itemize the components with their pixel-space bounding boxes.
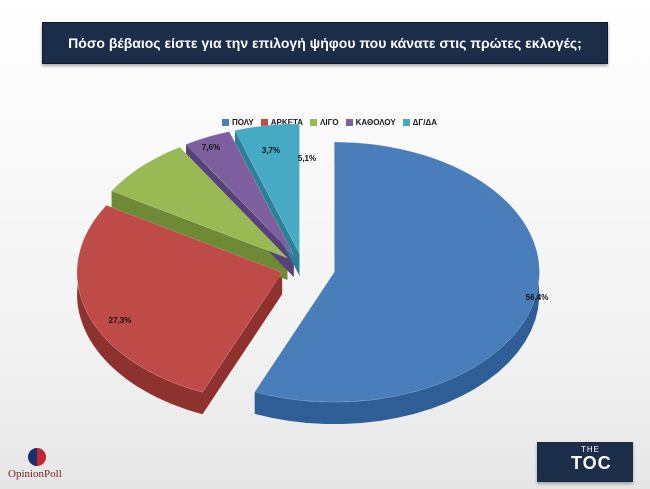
pie-value-label: 5,1% <box>298 154 316 163</box>
legend-swatch <box>345 119 353 126</box>
legend-swatch <box>310 119 318 126</box>
legend-item-dgda: ΔΓ/ΔΑ <box>402 118 437 127</box>
opinionpoll-logo-text: OpinionPoll <box>8 468 62 480</box>
opinionpoll-circle-icon <box>28 448 46 466</box>
pie-slice-πολυ <box>254 141 540 403</box>
chart-title: Πόσο βέβαιος είστε για την επιλογή ψήφου… <box>42 22 608 64</box>
legend-label: ΛΙΓΟ <box>320 118 339 127</box>
pie-slice-καθολου <box>185 131 294 256</box>
legend-label: ΑΡΚΕΤΑ <box>270 118 304 127</box>
legend-swatch <box>260 119 268 126</box>
legend-swatch <box>222 119 229 126</box>
legend-item-katholou: ΚΑΘΟΛΟΥ <box>345 118 396 127</box>
pie-value-label: 27,3% <box>109 316 132 325</box>
legend-swatch <box>402 119 410 126</box>
pie-slice-δγ/δα <box>234 123 300 255</box>
pie-slice-αρκετα <box>76 205 283 393</box>
the-toc-logo-small: THE <box>581 445 600 454</box>
pie-value-label: 3,7% <box>262 146 280 155</box>
pie-value-label: 7,6% <box>202 143 220 152</box>
chart-legend: ΠΟΛΥ ΑΡΚΕΤΑ ΛΙΓΟ ΚΑΘΟΛΟΥ ΔΓ/ΔΑ <box>222 118 437 127</box>
the-toc-logo: THE TOC <box>537 442 633 482</box>
legend-item-ligo: ΛΙΓΟ <box>310 118 339 127</box>
legend-label: ΚΑΘΟΛΟΥ <box>355 118 396 127</box>
opinionpoll-logo: OpinionPoll <box>8 448 78 484</box>
legend-item-poly: ΠΟΛΥ <box>222 118 254 127</box>
legend-item-arketa: ΑΡΚΕΤΑ <box>260 118 304 127</box>
the-toc-logo-big: TOC <box>571 453 612 473</box>
pie-value-label: 56,4% <box>526 293 549 302</box>
legend-label: ΔΓ/ΔΑ <box>412 118 437 127</box>
pie-slice-λιγο <box>111 146 288 259</box>
legend-label: ΠΟΛΥ <box>232 118 254 127</box>
